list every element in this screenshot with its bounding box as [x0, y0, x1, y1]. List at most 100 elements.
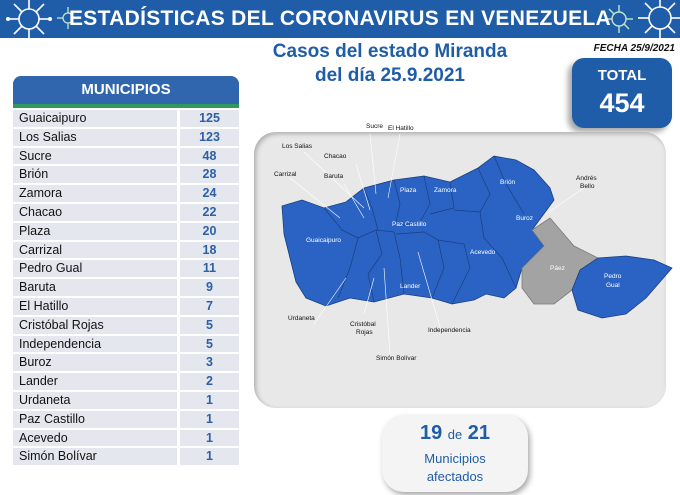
municipality-name: Los Salias: [13, 128, 177, 146]
map-label-simon-bolivar: Simón Bolívar: [376, 355, 417, 362]
map-label-independencia: Independencia: [428, 327, 471, 334]
case-count: 1: [180, 448, 239, 466]
case-count: 24: [180, 185, 239, 202]
case-count: 7: [180, 297, 239, 315]
affected-label: Municipios afectados: [382, 450, 528, 486]
map-label-sucre: Sucre: [366, 123, 383, 130]
subtitle: Casos del estado Miranda del día 25.9.20…: [240, 40, 540, 88]
table-row: Chacao 22: [13, 203, 239, 223]
virus-icon: [6, 0, 52, 42]
region-pedro-gual: [571, 255, 673, 319]
map-label-paz-castillo: Paz Castillo: [392, 221, 427, 228]
total-box: TOTAL 454: [572, 58, 672, 128]
map-label-paez: Páez: [550, 265, 565, 272]
map-label-pedro-gual-1: Pedro: [604, 273, 622, 280]
municipal-boundaries: [323, 155, 525, 305]
leader-lines: [289, 133, 585, 355]
case-count: 1: [180, 391, 239, 409]
virus-icon: [605, 5, 633, 33]
table-row: Baruta 9: [13, 279, 239, 298]
municipality-name: Brión: [13, 166, 177, 184]
map-label-buroz: Buroz: [516, 215, 533, 222]
case-count: 123: [180, 128, 239, 146]
map-label-cristobal-rojas-1: Cristóbal: [350, 321, 376, 328]
case-count: 11: [180, 260, 239, 278]
case-count: 20: [180, 222, 239, 240]
map-label-zamora: Zamora: [434, 187, 457, 194]
page-title: ESTADÍSTICAS DEL CORONAVIRUS EN VENEZUEL…: [68, 7, 612, 30]
municipality-name: Acevedo: [13, 429, 177, 447]
virus-icon: [57, 7, 79, 29]
case-count: 18: [180, 241, 239, 259]
affected-label-line-2: afectados: [426, 469, 484, 484]
municipality-name: Simón Bolívar: [13, 448, 177, 466]
header-banner: [0, 0, 680, 38]
case-count: 28: [180, 166, 239, 184]
case-count: 9: [180, 279, 239, 296]
table-row: Sucre 48: [13, 147, 239, 167]
affected-count-line: 19 de 21: [382, 422, 528, 445]
map-label-acevedo: Acevedo: [470, 249, 496, 256]
map-label-guaicaipuro: Guaicaipuro: [306, 237, 341, 244]
municipality-name: Carrizal: [13, 241, 177, 259]
affected-of-word: de: [447, 427, 463, 442]
case-count: 5: [180, 335, 239, 353]
map-label-andres-bello-1: Andrés: [576, 175, 597, 182]
map-label-urdaneta: Urdaneta: [288, 315, 315, 322]
table-row: Brión 28: [13, 166, 239, 186]
municipality-name: Buroz: [13, 354, 177, 372]
map-label-plaza: Plaza: [400, 187, 417, 194]
case-count: 125: [180, 110, 239, 127]
map-label-pedro-gual-2: Gual: [606, 282, 620, 289]
affected-label-line-1: Municipios: [424, 451, 486, 466]
case-count: 1: [180, 429, 239, 447]
map-label-chacao: Chacao: [324, 153, 347, 160]
affected-count: 19: [419, 422, 443, 444]
case-count: 1: [180, 410, 239, 428]
map-label-los-salias: Los Salias: [282, 143, 313, 150]
map-label-brion: Brión: [500, 179, 516, 186]
table-row: Guaicaipuro 125: [13, 110, 239, 129]
miranda-map: Sucre El Hatillo Los Salias Chacao Carri…: [274, 123, 673, 362]
table-row: Simón Bolívar 1: [13, 448, 239, 468]
virus-icon: [638, 0, 680, 40]
case-count: 5: [180, 316, 239, 334]
table-row: Independencia 5: [13, 335, 239, 355]
affected-total: 21: [467, 422, 491, 444]
municipality-name: Urdaneta: [13, 391, 177, 409]
table-row: Los Salias 123: [13, 128, 239, 148]
map-label-andres-bello-2: Bello: [580, 183, 595, 190]
table-row: Paz Castillo 1: [13, 410, 239, 430]
municipality-name: Plaza: [13, 222, 177, 240]
case-count: 22: [180, 203, 239, 221]
municipality-name: Sucre: [13, 147, 177, 165]
municipality-name: Zamora: [13, 185, 177, 202]
region-paez: [521, 217, 599, 305]
table-row: Acevedo 1: [13, 429, 239, 449]
municipality-name: Cristóbal Rojas: [13, 316, 177, 334]
map-label-lander: Lander: [400, 283, 421, 290]
subtitle-line-1: Casos del estado Miranda: [272, 41, 508, 62]
municipalities-table: Guaicaipuro 125 Los Salias 123 Sucre 48 Bri…: [13, 110, 239, 468]
table-row: Urdaneta 1: [13, 391, 239, 411]
municipality-name: Guaicaipuro: [13, 110, 177, 127]
subtitle-line-2: del día 25.9.2021: [315, 65, 465, 86]
case-count: 3: [180, 354, 239, 372]
municipality-name: Pedro Gual: [13, 260, 177, 278]
affected-box: 19 de 21 Municipios afectados: [382, 415, 528, 492]
date-label: FECHA 25/9/2021: [593, 43, 675, 54]
municipality-name: Lander: [13, 373, 177, 390]
municipalities-header: MUNICIPIOS: [13, 76, 239, 104]
table-row: Zamora 24: [13, 185, 239, 204]
total-value: 454: [599, 88, 645, 118]
total-label: TOTAL: [597, 67, 647, 84]
map-label-baruta: Baruta: [324, 173, 344, 180]
table-row: Carrizal 18: [13, 241, 239, 261]
table-row: Plaza 20: [13, 222, 239, 242]
table-row: Lander 2: [13, 373, 239, 392]
municipality-name: Independencia: [13, 335, 177, 353]
map-label-carrizal: Carrizal: [274, 171, 297, 178]
table-row: Pedro Gual 11: [13, 260, 239, 280]
municipality-name: El Hatillo: [13, 297, 177, 315]
